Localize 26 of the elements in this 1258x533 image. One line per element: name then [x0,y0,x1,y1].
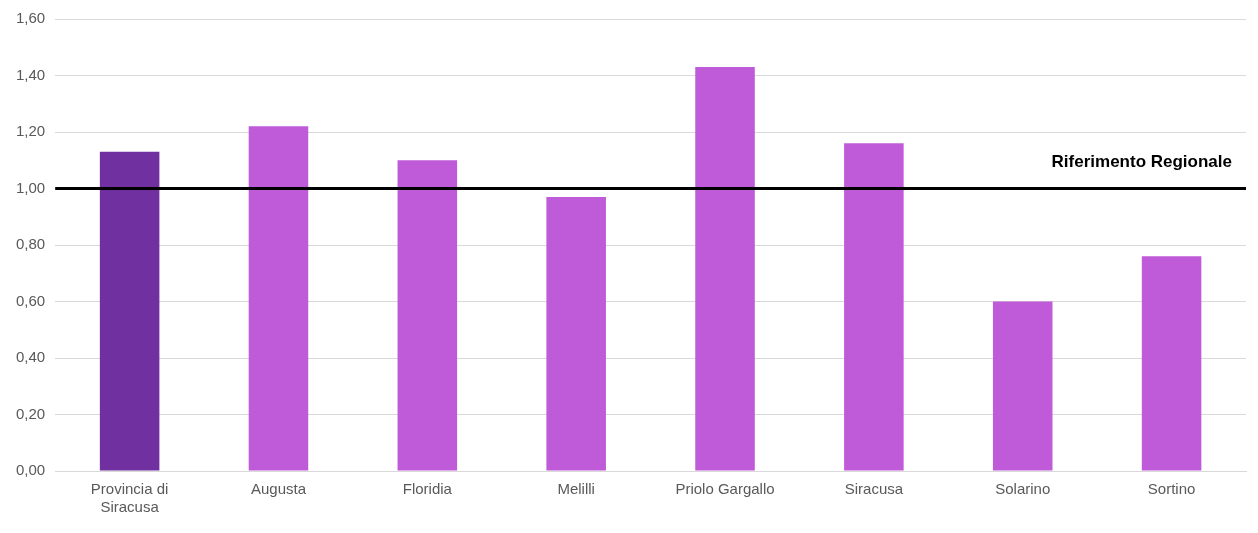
y-tick-label: 0,20 [15,404,46,422]
y-tick-label: 1,00 [15,178,46,196]
y-tick-label: 1,60 [15,9,46,27]
y-tick-label: 1,20 [15,122,46,140]
bar [992,301,1053,471]
bar [695,67,755,471]
x-tick-label: Siracusa [844,480,904,498]
bar [1141,256,1202,471]
x-tick-label: Melilli [557,480,595,498]
x-tick-label: Solarino [995,480,1051,498]
x-tick-label: Augusta [250,480,307,498]
y-tick-label: 0,00 [15,461,46,479]
bar [99,151,160,471]
x-tick-label: Priolo Gargallo [675,480,775,498]
ref-line-label: Riferimento Regionale [1051,151,1232,171]
y-tick-label: 0,40 [15,348,46,366]
y-tick-label: 0,60 [15,291,46,309]
bar [397,160,458,471]
x-tick-label: Provincia di Siracusa [90,480,169,516]
y-tick-label: 0,80 [15,235,46,253]
x-tick-label: Floridia [402,480,453,498]
bar [546,196,606,471]
x-tick-label: Sortino [1147,480,1196,498]
bar [844,143,904,471]
y-tick-label: 1,40 [15,65,46,83]
bar [248,126,309,471]
